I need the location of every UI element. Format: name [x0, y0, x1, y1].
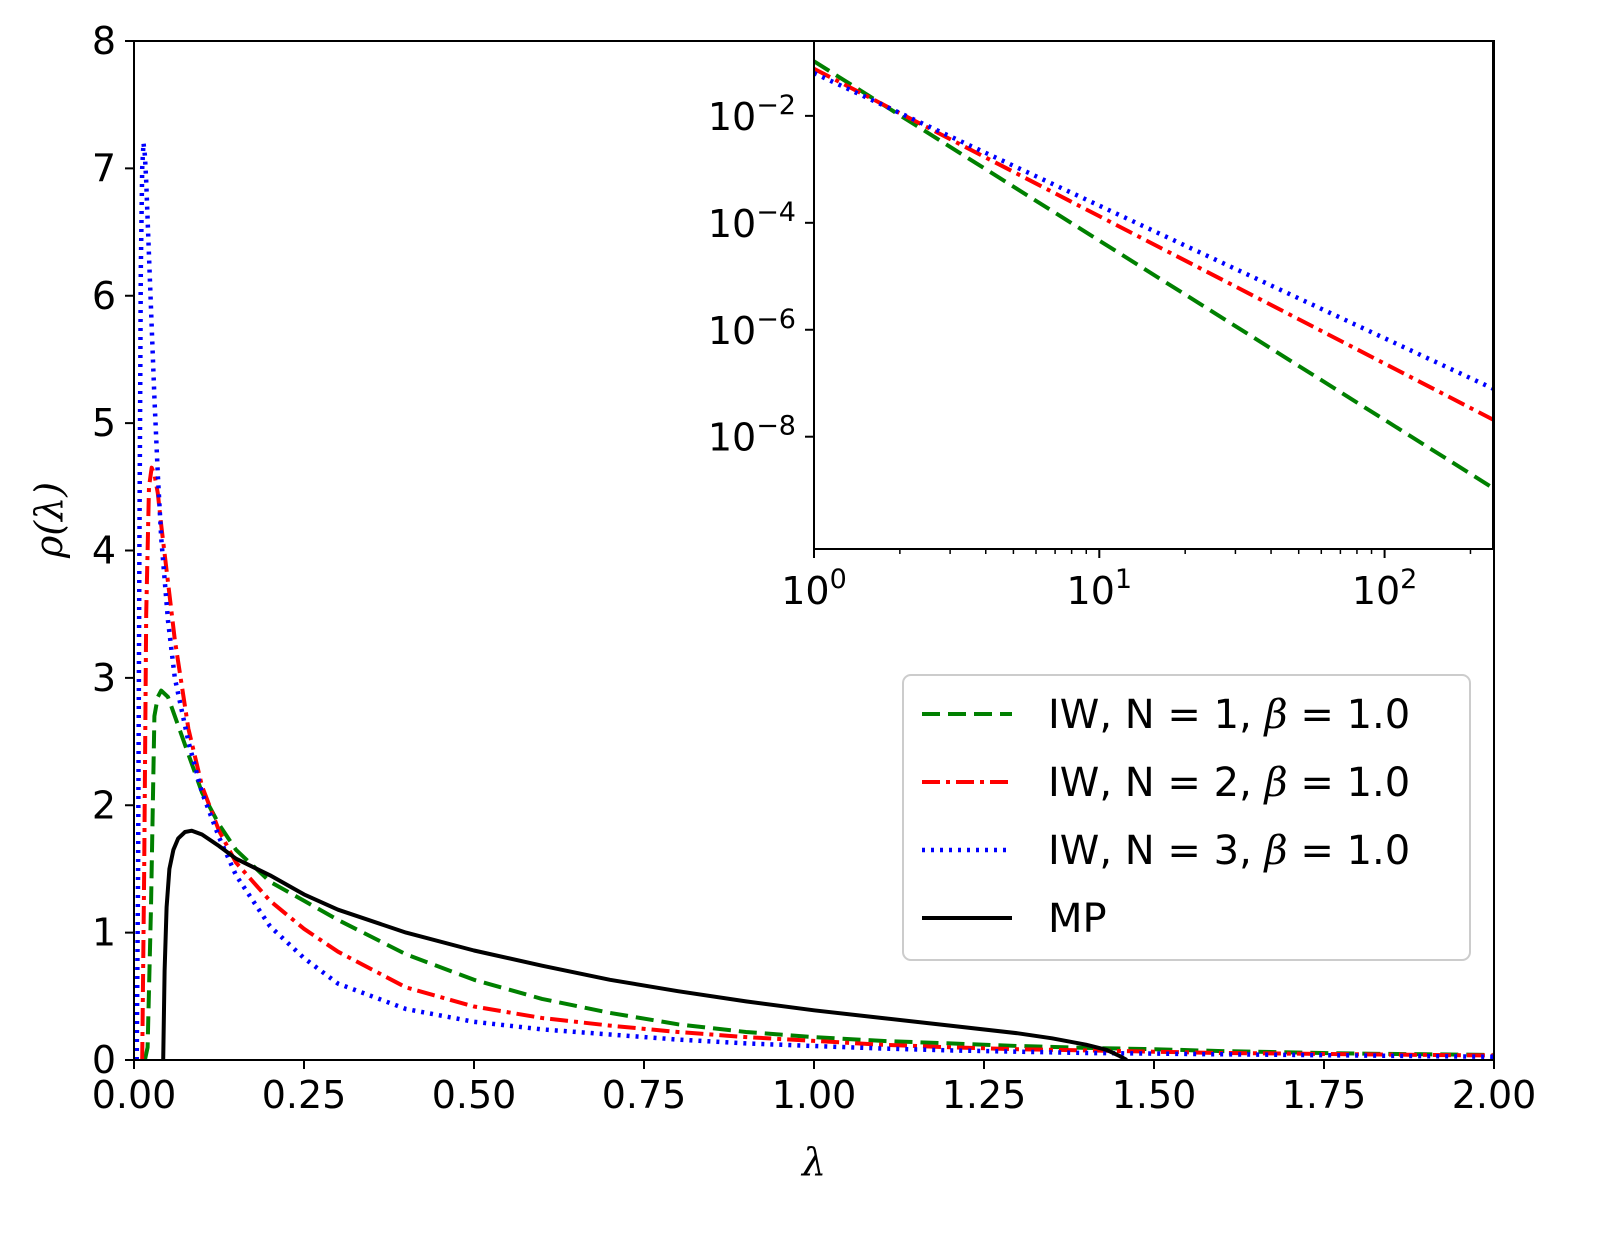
inset-y-tick-label: 10−4 [708, 197, 796, 246]
x-tick-label: 1.25 [942, 1073, 1027, 1117]
inset-y-tick-label: 10−8 [708, 411, 796, 460]
y-tick-label: 0 [92, 1038, 116, 1082]
inset-series-line-3 [814, 71, 1493, 391]
y-tick-label: 7 [92, 146, 116, 190]
x-tick-label: 0.25 [262, 1073, 347, 1117]
main-y-axis: 0 1 2 3 4 5 6 7 8 [92, 19, 134, 1082]
inset-x-tick-label: 102 [1352, 564, 1418, 613]
inset-series-line-1 [814, 59, 1493, 490]
inset-y-axis: 10−2 10−4 10−6 10−8 [708, 90, 814, 460]
legend-label-1: IW, N = 1, β = 1.0 [1048, 692, 1410, 738]
inset-y-tick-label: 10−2 [708, 90, 796, 139]
inset-series-line-2 [814, 67, 1493, 422]
inset-x-axis: 100 101 102 [781, 549, 1472, 613]
main-series-line-4 [161, 828, 1128, 1060]
legend-label-2: IW, N = 2, β = 1.0 [1048, 760, 1410, 806]
y-tick-label: 2 [92, 783, 116, 827]
x-tick-label: 0.50 [432, 1073, 517, 1117]
main-plot-series [134, 140, 1494, 1060]
inset-plot-series [814, 59, 1493, 490]
y-axis-label: ρ(λ) [27, 482, 71, 559]
y-tick-label: 5 [92, 401, 116, 445]
y-tick-label: 3 [92, 656, 116, 700]
y-tick-label: 6 [92, 274, 116, 318]
inset-background [814, 41, 1493, 549]
legend-label-4: MP [1048, 896, 1107, 942]
inset-y-tick-label: 10−6 [708, 304, 796, 353]
legend-label-3: IW, N = 3, β = 1.0 [1048, 828, 1410, 874]
inset-x-tick-label: 100 [781, 564, 847, 613]
x-tick-label: 1.75 [1282, 1073, 1367, 1117]
y-tick-label: 8 [92, 19, 116, 63]
x-tick-label: 0.00 [92, 1073, 177, 1117]
main-x-axis: 0.00 0.25 0.50 0.75 1.00 1.25 1.50 1.75 2.00 [92, 1060, 1537, 1117]
legend-box [902, 674, 1471, 961]
main-series-line-3 [134, 140, 1494, 1060]
legend: IW, N = 1, β = 1.0 IW, N = 2, β = 1.0 IW, … [902, 674, 1471, 961]
x-tick-label: 1.00 [772, 1073, 857, 1117]
main-series-line-2 [140, 465, 1494, 1060]
x-tick-label: 2.00 [1452, 1073, 1537, 1117]
main-series-line-1 [142, 688, 1494, 1060]
x-axis-label: λ [800, 1140, 826, 1184]
x-tick-label: 0.75 [602, 1073, 687, 1117]
y-tick-label: 4 [92, 529, 116, 573]
x-tick-label: 1.50 [1112, 1073, 1197, 1117]
inset-x-tick-label: 101 [1067, 564, 1133, 613]
inset-plot-frame [813, 40, 1494, 550]
y-tick-label: 1 [92, 911, 116, 955]
